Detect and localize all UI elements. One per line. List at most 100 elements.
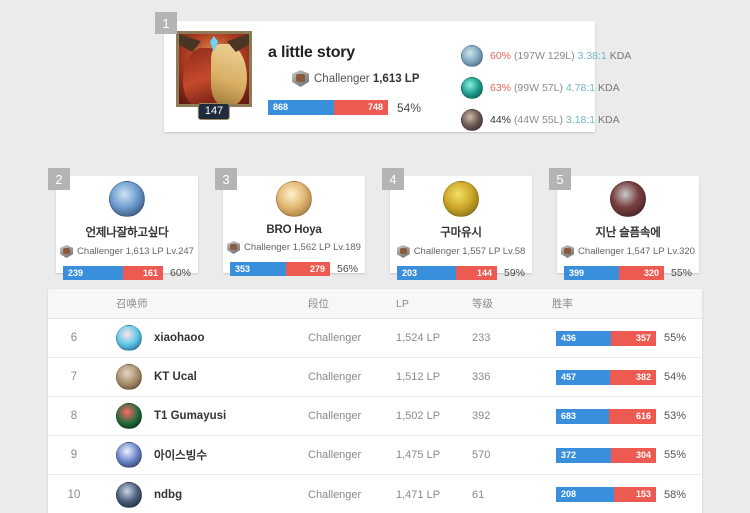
- champion-stat-row[interactable]: 60% (197W 129L) 3.38:1 KDA: [461, 45, 631, 67]
- summoner-name[interactable]: 언제나잘하고싶다: [85, 227, 169, 239]
- avatar: [443, 181, 479, 217]
- winrate-percent: 55%: [664, 332, 687, 344]
- row-winrate: 372 304 55%: [552, 447, 702, 463]
- row-rank: 7: [70, 371, 78, 383]
- tier-row: Challenger 1,613 LP Lv.247: [56, 245, 198, 258]
- wins-segment: 436: [556, 330, 611, 346]
- row-rank: 8: [70, 410, 78, 422]
- rank-badge: 1: [155, 12, 177, 34]
- row-winrate: 436 357 55%: [552, 330, 702, 346]
- tier-row: Challenger 1,562 LP Lv.189: [223, 241, 365, 254]
- row-lp: 1,512 LP: [396, 371, 441, 383]
- row-level: 336: [472, 371, 491, 383]
- table-row[interactable]: 8 T1 Gumayusi Challenger 1,502 LP 392 68…: [48, 397, 702, 436]
- champion-stat-text: 60% (197W 129L) 3.38:1 KDA: [490, 50, 632, 62]
- losses-segment: 144: [455, 266, 497, 280]
- row-tier: Challenger: [308, 449, 362, 461]
- row-rank: 10: [67, 488, 81, 501]
- summoner-name[interactable]: 지난 슬픔속에: [595, 227, 661, 239]
- challenger-tier-icon: [60, 245, 74, 258]
- rank-badge: 3: [215, 168, 237, 190]
- hero-avatar-box: 147: [176, 31, 252, 120]
- row-lp: 1,502 LP: [396, 410, 441, 422]
- winrate-percent: 56%: [336, 263, 358, 275]
- tier-text: Challenger 1,547 LP Lv.320: [578, 246, 695, 257]
- rank-card[interactable]: 지난 슬픔속에 Challenger 1,547 LP Lv.320 399 3…: [557, 176, 699, 280]
- win-loss-bar: 372 304: [556, 447, 656, 463]
- row-level: 233: [472, 332, 491, 344]
- row-summoner[interactable]: KT Ucal: [100, 364, 308, 390]
- win-loss-bar: 208 153: [556, 487, 656, 502]
- win-loss-bar: 683 616: [556, 408, 656, 424]
- tier-row: Challenger 1,547 LP Lv.320: [557, 245, 699, 258]
- column-header-summoner[interactable]: 召唤师: [116, 298, 148, 310]
- winloss-row: 353 279 56%: [223, 262, 365, 276]
- wins-segment: 457: [556, 369, 610, 385]
- column-header-level[interactable]: 等级: [472, 298, 493, 310]
- row-level: 61: [472, 488, 485, 501]
- summoner-name: 아이스빙수: [154, 450, 207, 462]
- winrate-percent: 54%: [397, 100, 422, 115]
- rank-card-wrapper: 5 지난 슬픔속에 Challenger 1,547 LP Lv.320 399…: [549, 168, 699, 280]
- losses-segment: 304: [611, 447, 656, 463]
- wins-segment: 203: [397, 266, 456, 280]
- table-row[interactable]: 9 아이스빙수 Challenger 1,475 LP 570 372 304 …: [48, 436, 702, 475]
- wins-segment: 239: [63, 266, 123, 280]
- losses-segment: 616: [609, 408, 656, 424]
- champion-stat-text: 63% (99W 57L) 4.78:1 KDA: [490, 82, 620, 94]
- hero-winloss-row: 868 748 54%: [268, 100, 443, 115]
- table-row[interactable]: 6 xiaohaoo Challenger 1,524 LP 233 436 3…: [48, 319, 702, 358]
- losses-segment: 357: [611, 330, 656, 346]
- column-header-tier[interactable]: 段位: [308, 298, 329, 310]
- row-summoner[interactable]: 아이스빙수: [100, 442, 308, 468]
- champion-stat-row[interactable]: 44% (44W 55L) 3.18:1 KDA: [461, 109, 631, 131]
- summoner-name[interactable]: a little story: [268, 44, 356, 61]
- winloss-row: 203 144 59%: [390, 266, 532, 280]
- row-winrate: 208 153 58%: [552, 487, 702, 502]
- table-row[interactable]: 7 KT Ucal Challenger 1,512 LP 336 457 38…: [48, 358, 702, 397]
- rank-badge: 4: [382, 168, 404, 190]
- wins-segment: 868: [268, 100, 334, 115]
- row-summoner[interactable]: ndbg: [100, 481, 308, 508]
- row-rank: 6: [70, 332, 78, 344]
- hero-card[interactable]: 147 a little story Challenger 1,613 LP 8…: [164, 21, 631, 132]
- row-level: 570: [472, 449, 491, 461]
- rank-card[interactable]: BRO Hoya Challenger 1,562 LP Lv.189 353 …: [223, 176, 365, 276]
- winrate-percent: 55%: [670, 267, 692, 279]
- summoner-name[interactable]: BRO Hoya: [266, 224, 322, 236]
- rank-card-wrapper: 2 언제나잘하고싶다 Challenger 1,613 LP Lv.247 23…: [48, 168, 198, 280]
- challenger-tier-icon: [227, 241, 241, 254]
- rank-badge: 5: [549, 168, 571, 190]
- rank-card-wrapper: 4 구마유시 Challenger 1,557 LP Lv.58 203 144…: [382, 168, 532, 280]
- winloss-row: 239 161 60%: [56, 266, 198, 280]
- avatar: [116, 364, 142, 390]
- summoner-name: KT Ucal: [154, 371, 197, 383]
- summoner-name[interactable]: 구마유시: [440, 227, 482, 239]
- losses-segment: 320: [618, 266, 664, 280]
- table-row[interactable]: 10 ndbg Challenger 1,471 LP 61 208 153 5…: [48, 475, 702, 513]
- challenger-tier-icon: [561, 245, 575, 258]
- win-loss-bar: 457 382: [556, 369, 656, 385]
- winrate-percent: 53%: [664, 410, 687, 422]
- leaderboard-table: 召唤师 段位 LP 等级 胜率 6 xiaohaoo Challenger 1,…: [48, 289, 702, 513]
- champion-stats-list: 60% (197W 129L) 3.38:1 KDA 63% (99W 57L)…: [461, 31, 631, 132]
- tier-text: Challenger 1,557 LP Lv.58: [413, 246, 526, 257]
- champion-icon: [461, 45, 483, 67]
- losses-segment: 161: [122, 266, 163, 280]
- column-header-lp[interactable]: LP: [396, 297, 409, 310]
- champion-stat-row[interactable]: 63% (99W 57L) 4.78:1 KDA: [461, 77, 631, 99]
- row-summoner[interactable]: xiaohaoo: [100, 325, 308, 351]
- row-lp: 1,524 LP: [396, 332, 441, 344]
- winloss-row: 399 320 55%: [557, 266, 699, 280]
- rank-card[interactable]: 언제나잘하고싶다 Challenger 1,613 LP Lv.247 239 …: [56, 176, 198, 280]
- champion-icon: [461, 77, 483, 99]
- column-header-winrate[interactable]: 胜率: [552, 296, 702, 311]
- champion-icon: [461, 109, 483, 131]
- row-summoner[interactable]: T1 Gumayusi: [100, 403, 308, 429]
- rank-card[interactable]: 구마유시 Challenger 1,557 LP Lv.58 203 144 5…: [390, 176, 532, 280]
- row-winrate: 683 616 53%: [552, 408, 702, 424]
- summoner-level-badge: 147: [197, 103, 231, 120]
- win-loss-bar: 868 748: [268, 100, 388, 115]
- challenger-tier-icon: [396, 245, 410, 258]
